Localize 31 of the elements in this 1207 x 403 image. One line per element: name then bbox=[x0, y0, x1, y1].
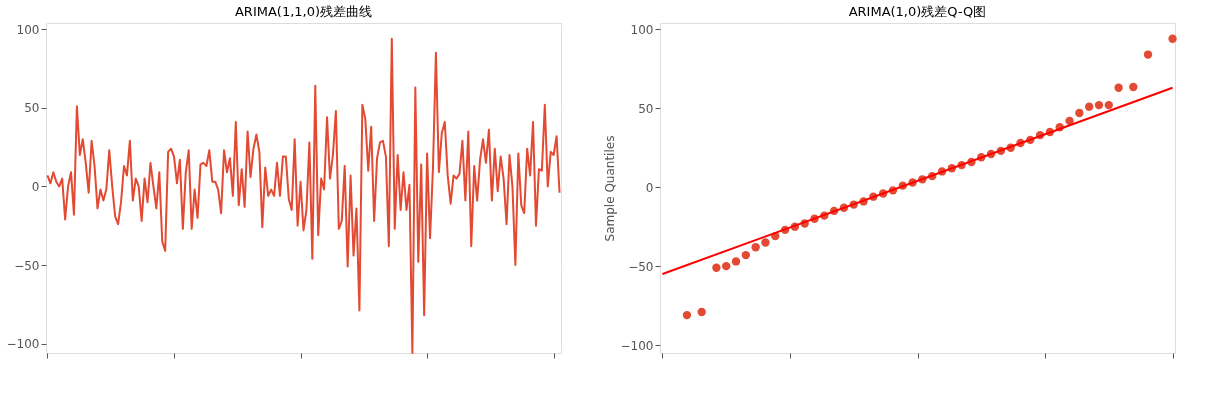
point bbox=[682, 310, 692, 320]
chart-title: ARIMA(1,0)残差Q-Q图 bbox=[848, 4, 987, 19]
y-tick-label: −100 bbox=[6, 337, 40, 352]
y-tick-label: 100 bbox=[16, 22, 40, 37]
point bbox=[741, 250, 751, 260]
point bbox=[1084, 102, 1094, 111]
point bbox=[1114, 83, 1123, 92]
point bbox=[722, 261, 731, 271]
y-tick-label: −50 bbox=[628, 259, 654, 274]
point bbox=[712, 263, 721, 272]
chart-title: ARIMA(1,1,0)残差曲线 bbox=[234, 4, 373, 19]
point bbox=[1065, 116, 1074, 126]
point bbox=[1104, 100, 1113, 110]
point bbox=[1129, 82, 1138, 92]
point bbox=[751, 243, 760, 252]
point bbox=[1075, 108, 1084, 118]
y-tick-label: 50 bbox=[24, 101, 40, 116]
point bbox=[1143, 50, 1153, 59]
point bbox=[731, 257, 741, 266]
y-tick-label: −50 bbox=[14, 258, 40, 273]
line-series bbox=[46, 37, 561, 354]
y-tick-label: 50 bbox=[638, 101, 654, 116]
y-tick-label: −100 bbox=[620, 338, 654, 353]
y-tick-label: 0 bbox=[31, 179, 40, 194]
point bbox=[1094, 100, 1104, 110]
y-tick-label: 0 bbox=[645, 180, 654, 195]
point bbox=[697, 307, 706, 317]
point bbox=[1168, 34, 1177, 43]
y-axis-title: Sample Quantiles bbox=[602, 135, 617, 242]
y-tick-label: 100 bbox=[630, 22, 654, 37]
point bbox=[761, 238, 770, 247]
